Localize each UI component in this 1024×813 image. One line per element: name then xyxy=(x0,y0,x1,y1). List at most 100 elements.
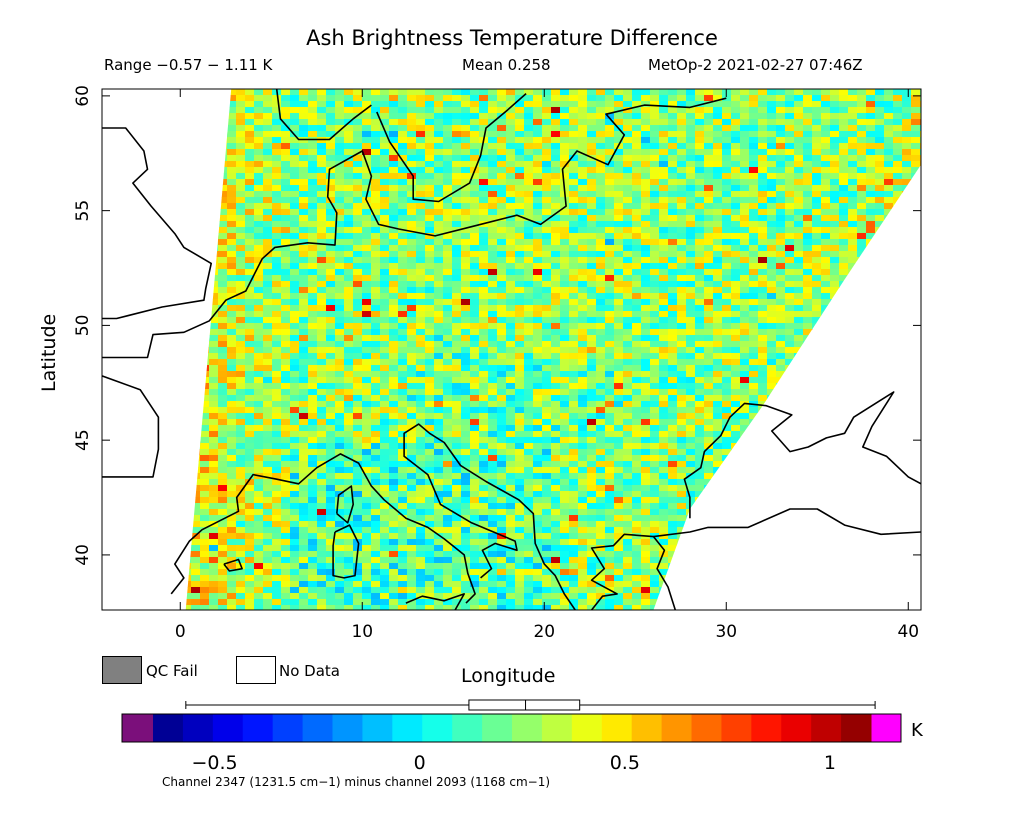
data-pixel xyxy=(263,173,273,180)
data-pixel xyxy=(281,287,291,294)
data-pixel xyxy=(371,395,381,402)
data-pixel xyxy=(344,197,354,204)
data-pixel xyxy=(902,155,912,162)
data-pixel xyxy=(722,119,732,126)
data-pixel xyxy=(308,161,318,168)
data-pixel xyxy=(767,383,777,390)
data-pixel xyxy=(227,95,237,102)
data-pixel xyxy=(767,233,777,240)
data-pixel xyxy=(569,383,579,390)
data-pixel xyxy=(353,137,363,144)
data-pixel xyxy=(452,245,462,252)
data-pixel xyxy=(299,443,309,450)
data-pixel xyxy=(605,365,615,372)
data-pixel xyxy=(443,305,453,312)
data-pixel xyxy=(533,173,543,180)
data-pixel xyxy=(344,329,354,336)
data-pixel xyxy=(776,125,786,132)
data-pixel xyxy=(290,215,300,222)
data-pixel xyxy=(866,251,876,258)
data-pixel xyxy=(740,389,750,396)
data-pixel xyxy=(551,107,561,114)
data-pixel xyxy=(839,263,849,270)
data-pixel xyxy=(713,251,723,258)
data-pixel xyxy=(776,143,786,150)
data-pixel xyxy=(596,137,606,144)
data-pixel xyxy=(767,329,777,336)
data-pixel xyxy=(425,113,435,120)
data-pixel xyxy=(650,119,660,126)
data-pixel xyxy=(407,203,417,210)
data-pixel xyxy=(506,395,516,402)
data-pixel xyxy=(542,95,552,102)
data-pixel xyxy=(461,101,471,108)
data-pixel xyxy=(497,317,507,324)
data-pixel xyxy=(587,245,597,252)
data-pixel xyxy=(317,233,327,240)
data-pixel xyxy=(416,443,426,450)
data-pixel xyxy=(389,95,399,102)
data-pixel xyxy=(785,173,795,180)
data-pixel xyxy=(362,269,372,276)
data-pixel xyxy=(641,251,651,258)
data-pixel xyxy=(209,341,219,348)
data-pixel xyxy=(686,281,696,288)
data-pixel xyxy=(227,185,237,192)
data-pixel xyxy=(839,281,849,288)
data-pixel xyxy=(398,281,408,288)
data-pixel xyxy=(659,239,669,246)
data-pixel xyxy=(200,341,210,348)
data-pixel xyxy=(632,335,642,342)
data-pixel xyxy=(326,209,336,216)
data-pixel xyxy=(353,149,363,156)
data-pixel xyxy=(560,275,570,282)
data-pixel xyxy=(452,371,462,378)
data-pixel xyxy=(452,179,462,186)
data-pixel xyxy=(803,173,813,180)
data-pixel xyxy=(722,383,732,390)
data-pixel xyxy=(524,437,534,444)
data-pixel xyxy=(722,203,732,210)
data-pixel xyxy=(272,107,282,114)
data-pixel xyxy=(803,395,813,402)
data-pixel xyxy=(560,413,570,420)
data-pixel xyxy=(623,413,633,420)
data-pixel xyxy=(830,275,840,282)
data-pixel xyxy=(596,233,606,240)
data-pixel xyxy=(866,245,876,252)
data-pixel xyxy=(281,347,291,354)
data-pixel xyxy=(533,335,543,342)
data-pixel xyxy=(200,407,210,414)
data-pixel xyxy=(209,371,219,378)
data-pixel xyxy=(281,155,291,162)
data-pixel xyxy=(461,287,471,294)
data-pixel xyxy=(911,101,921,108)
data-pixel xyxy=(695,215,705,222)
data-pixel xyxy=(641,245,651,252)
data-pixel xyxy=(425,365,435,372)
data-pixel xyxy=(893,365,903,372)
data-pixel xyxy=(623,143,633,150)
data-pixel xyxy=(191,107,201,114)
data-pixel xyxy=(677,287,687,294)
data-pixel xyxy=(641,389,651,396)
data-pixel xyxy=(641,353,651,360)
data-pixel xyxy=(371,317,381,324)
data-pixel xyxy=(677,149,687,156)
data-pixel xyxy=(389,203,399,210)
data-pixel xyxy=(407,197,417,204)
data-pixel xyxy=(839,155,849,162)
data-pixel xyxy=(308,305,318,312)
data-pixel xyxy=(740,179,750,186)
data-pixel xyxy=(281,251,291,258)
data-pixel xyxy=(569,113,579,120)
data-pixel xyxy=(578,239,588,246)
data-pixel xyxy=(614,389,624,396)
data-pixel xyxy=(389,173,399,180)
data-pixel xyxy=(686,197,696,204)
data-pixel xyxy=(758,137,768,144)
data-pixel xyxy=(614,293,624,300)
data-pixel xyxy=(569,377,579,384)
data-pixel xyxy=(740,251,750,258)
data-pixel xyxy=(425,203,435,210)
